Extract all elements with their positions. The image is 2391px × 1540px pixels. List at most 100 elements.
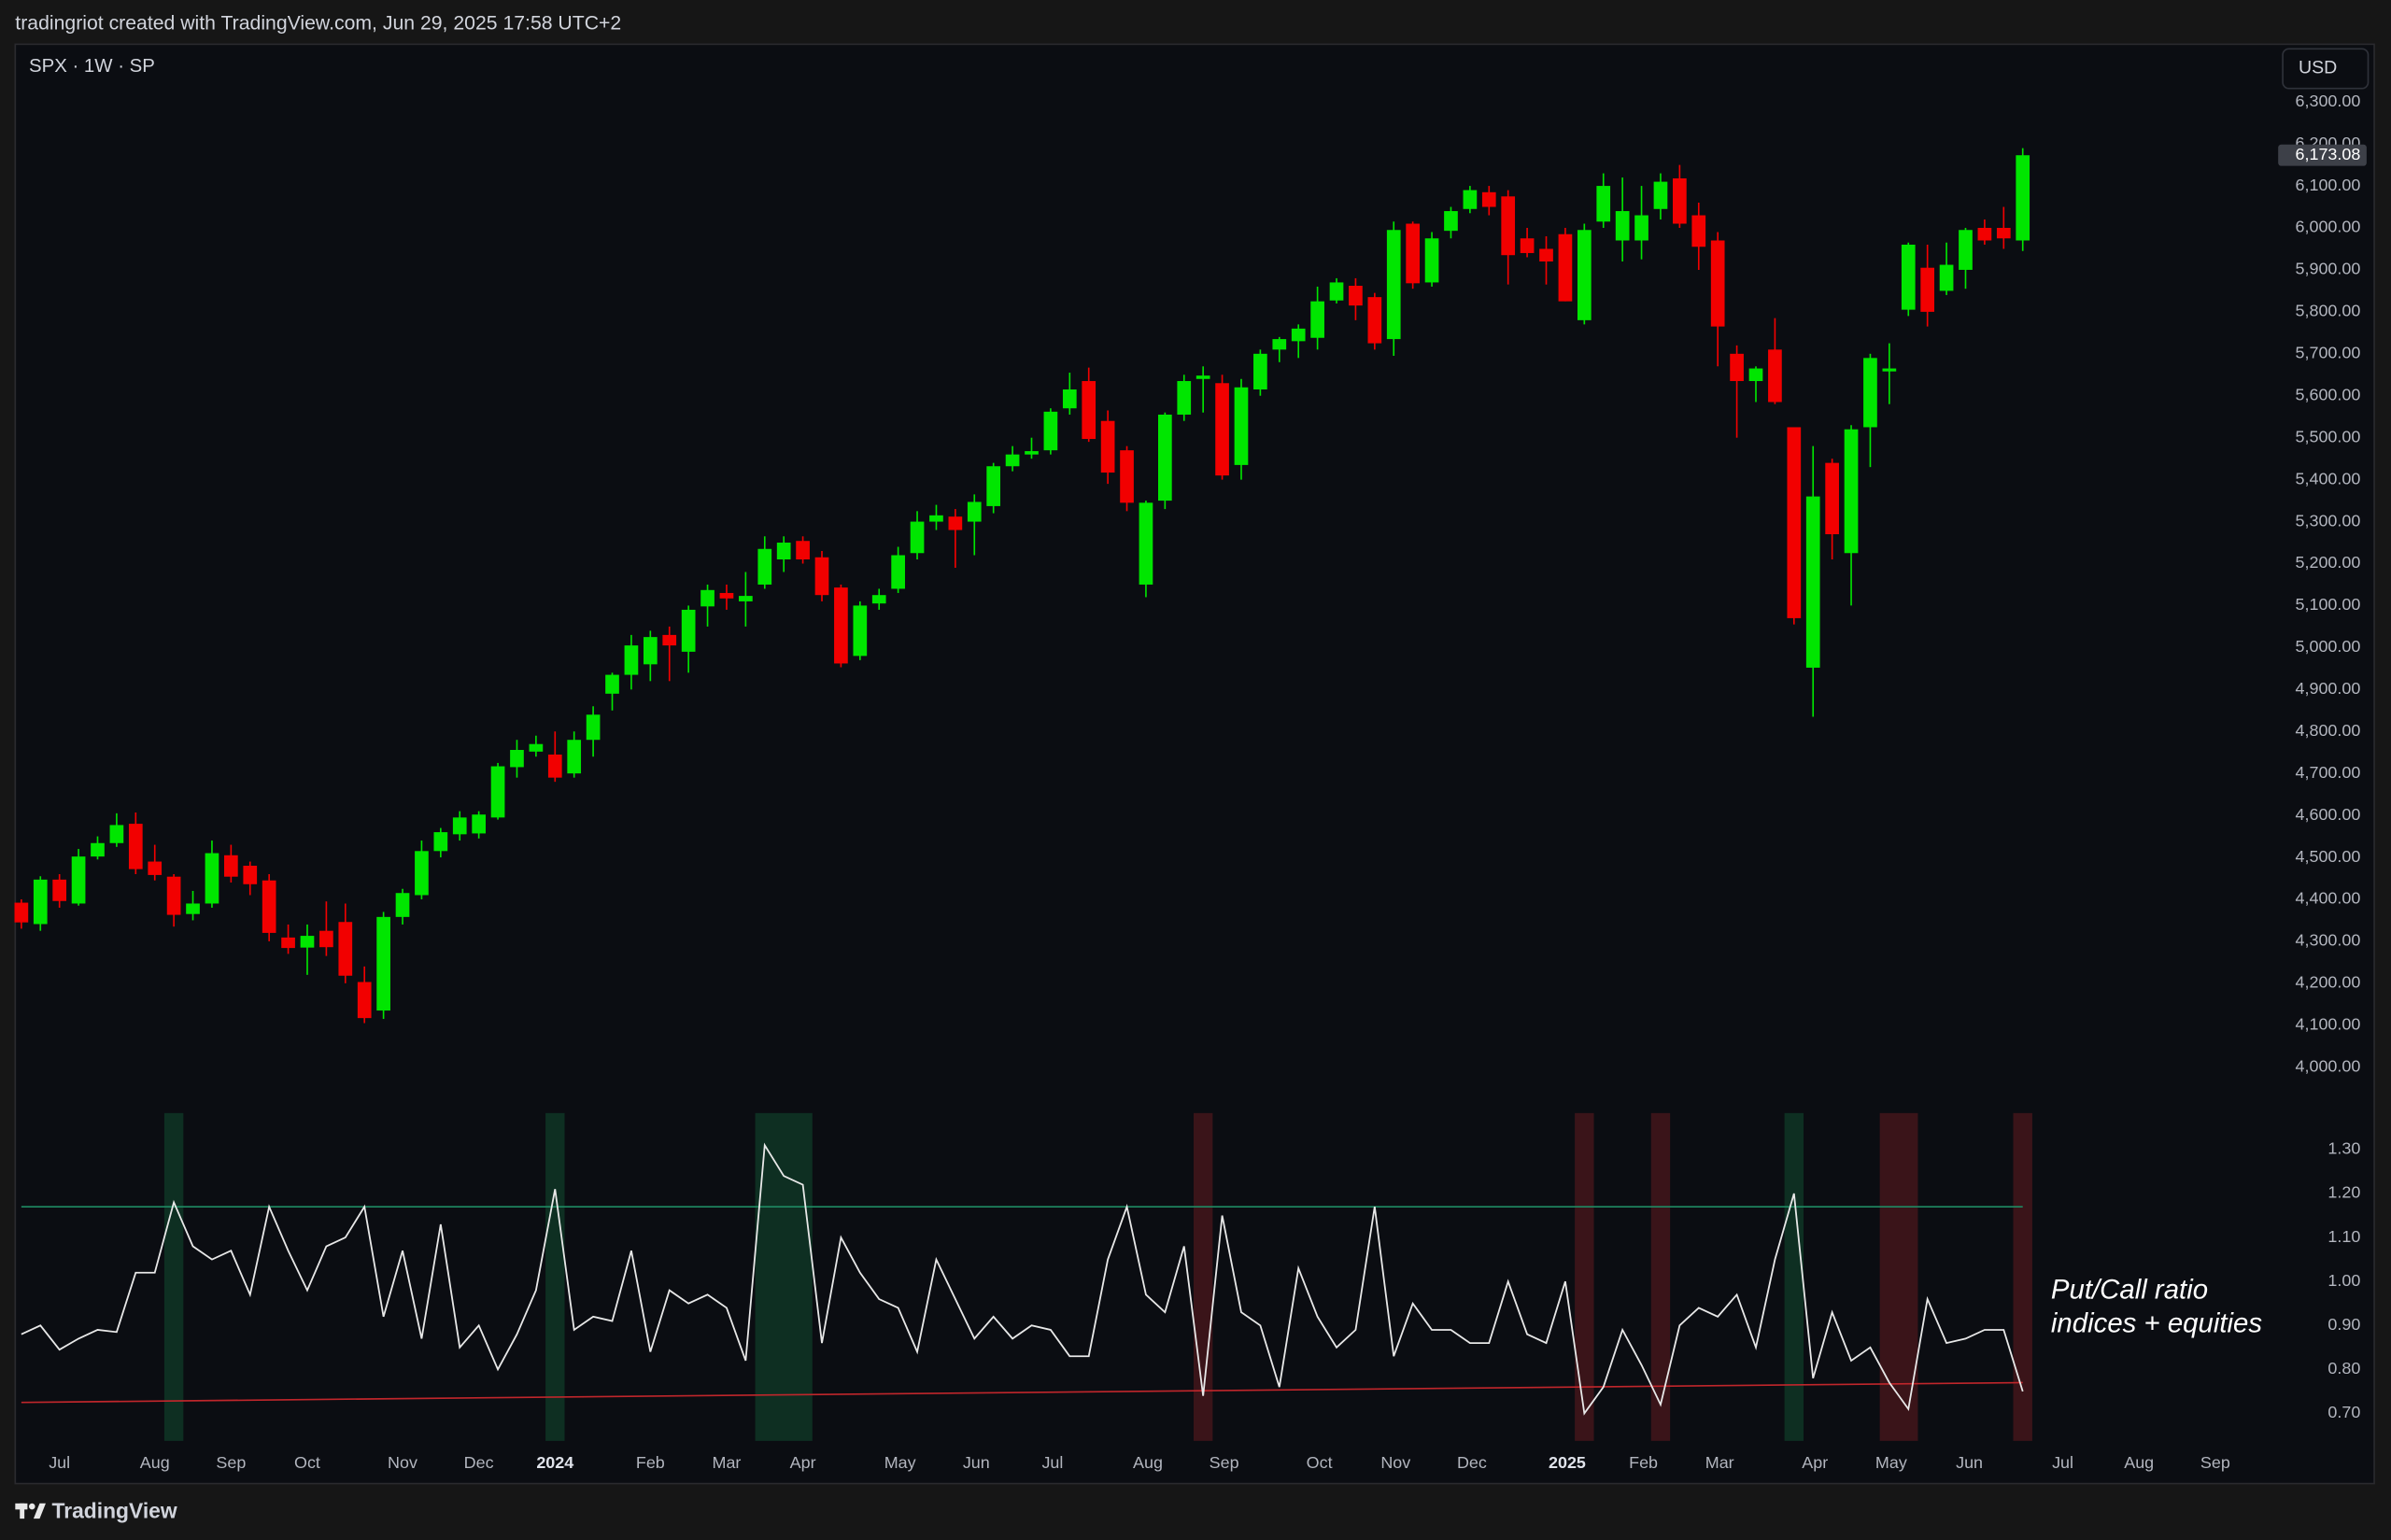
- candle-body: [224, 855, 238, 877]
- y-tick-label: 4,500.00: [2296, 847, 2361, 866]
- candle-body: [986, 466, 1001, 506]
- x-tick-label: Jul: [2052, 1453, 2073, 1472]
- header: tradingriot created with TradingView.com…: [15, 13, 621, 35]
- y-tick-label: 1.00: [2327, 1271, 2360, 1290]
- candle-body: [186, 903, 200, 914]
- candle-body: [1310, 301, 1324, 338]
- x-tick-label: Jul: [1041, 1453, 1063, 1472]
- y-tick-label: 4,300.00: [2296, 931, 2361, 950]
- x-tick-label: May: [884, 1453, 916, 1472]
- candle-body: [91, 842, 105, 857]
- candle-body: [14, 902, 29, 923]
- x-tick-label: Nov: [388, 1453, 417, 1472]
- candle-body: [1977, 228, 1992, 241]
- x-tick-label: May: [1875, 1453, 1907, 1472]
- x-tick-label: Mar: [713, 1453, 742, 1472]
- candle-body: [472, 814, 486, 834]
- candle-body: [109, 825, 124, 843]
- candle-body: [757, 548, 772, 585]
- y-tick-label: 5,200.00: [2296, 553, 2361, 572]
- candle-body: [624, 645, 639, 675]
- y-tick-label: 5,500.00: [2296, 427, 2361, 445]
- x-tick-label: Sep: [216, 1453, 246, 1472]
- candle-body: [1615, 211, 1630, 241]
- candle-body: [700, 589, 714, 607]
- candle-body: [1005, 454, 1020, 467]
- y-tick-label: 6,000.00: [2296, 218, 2361, 236]
- candle-body: [1329, 282, 1344, 301]
- candle-body: [1501, 196, 1516, 256]
- candle-body: [1424, 238, 1439, 283]
- candle-body: [910, 521, 925, 554]
- candle-body: [452, 817, 467, 835]
- candle-body: [719, 592, 734, 599]
- candle-body: [1349, 286, 1363, 306]
- y-tick-label: 4,800.00: [2296, 721, 2361, 740]
- candle-body: [1291, 328, 1306, 342]
- candle-body: [433, 832, 448, 852]
- signal-highlight: [1575, 1112, 1594, 1441]
- candle-body: [1158, 414, 1172, 502]
- candle-body: [681, 609, 696, 652]
- candle-body: [1596, 186, 1611, 222]
- candle-body: [2016, 155, 2030, 241]
- candle-body: [166, 876, 181, 915]
- signal-highlight: [545, 1112, 565, 1441]
- signal-highlight: [1784, 1112, 1804, 1441]
- annotation: Put/Call ratio: [2051, 1275, 2208, 1306]
- candle-body: [128, 824, 143, 869]
- candle-body: [1215, 383, 1229, 476]
- candle-body: [1444, 211, 1458, 232]
- y-tick-label: 5,700.00: [2296, 344, 2361, 362]
- candle-body: [1558, 233, 1573, 302]
- last-price-label: 6,173.08: [2296, 145, 2361, 163]
- x-tick-label: Jun: [963, 1453, 990, 1472]
- candle-body: [776, 543, 791, 559]
- x-tick-label: Feb: [1629, 1453, 1658, 1472]
- y-tick-label: 4,600.00: [2296, 805, 2361, 824]
- y-tick-label: 5,600.00: [2296, 385, 2361, 403]
- candle-body: [1844, 429, 1859, 554]
- x-tick-label: Feb: [636, 1453, 665, 1472]
- candle-body: [739, 596, 753, 601]
- x-tick-label: Jun: [1956, 1453, 1983, 1472]
- y-tick-label: 1.10: [2327, 1227, 2360, 1246]
- candle-body: [281, 937, 295, 949]
- candle-body: [1120, 450, 1134, 503]
- ratio-line: [21, 1142, 2024, 1416]
- y-tick-label: 4,200.00: [2296, 973, 2361, 992]
- candle-body: [510, 750, 524, 768]
- signal-highlight: [755, 1112, 813, 1441]
- y-tick-label: 4,700.00: [2296, 763, 2361, 782]
- candle-body: [490, 766, 505, 818]
- candle-body: [1043, 411, 1058, 451]
- x-tick-label: Oct: [1307, 1453, 1333, 1472]
- candle-body: [853, 605, 868, 657]
- last-price-box: [2278, 144, 2367, 166]
- x-tick-label: Dec: [1457, 1453, 1487, 1472]
- candle-body: [1481, 191, 1496, 207]
- candle-body: [1882, 368, 1897, 372]
- candle-body: [243, 866, 258, 884]
- candle-body: [1577, 230, 1592, 320]
- candle-body: [1710, 240, 1725, 327]
- threshold-line: [21, 1381, 2023, 1404]
- y-tick-label: 5,000.00: [2296, 637, 2361, 656]
- candle-body: [33, 879, 48, 925]
- currency-button[interactable]: [2282, 48, 2370, 90]
- x-tick-label: Apr: [790, 1453, 816, 1472]
- candle-body: [605, 674, 619, 694]
- signal-highlight: [2013, 1112, 2032, 1441]
- candle-body: [1100, 420, 1115, 473]
- candle-body: [205, 853, 219, 904]
- candle-body: [929, 515, 943, 522]
- x-tick-label: Mar: [1705, 1453, 1734, 1472]
- candle-body: [1768, 349, 1782, 403]
- candle-body: [71, 856, 86, 904]
- candle-body: [1520, 238, 1535, 253]
- currency[interactable]: USD: [2299, 58, 2337, 78]
- x-tick-label: 2025: [1549, 1453, 1586, 1472]
- plot-area: Jul Aug Sep Oct Nov Dec 2024 Feb Mar Apr May Jun Jul…: [14, 92, 2367, 1472]
- candle-body: [1825, 462, 1839, 535]
